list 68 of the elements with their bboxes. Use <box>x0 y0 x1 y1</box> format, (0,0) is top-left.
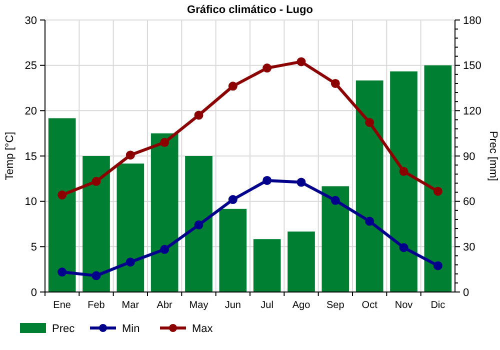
point <box>433 186 442 196</box>
point <box>330 78 340 88</box>
x-tick-label: Ago <box>292 300 311 311</box>
legend-label: Max <box>192 322 214 335</box>
point <box>160 138 170 147</box>
bar <box>150 133 178 292</box>
y-tick-label: 10 <box>24 196 37 208</box>
y2-tick-label: 180 <box>463 14 482 27</box>
x-tick-label: Mar <box>122 300 140 311</box>
x-tick-label: Jun <box>224 300 241 311</box>
x-tick-label: Feb <box>88 300 106 311</box>
point <box>262 176 272 185</box>
legend-label: Min <box>122 322 140 335</box>
x-tick-label: Sep <box>326 300 345 311</box>
chart-title: Gráfico climático - Lugo <box>187 4 314 16</box>
x-tick-label: Ene <box>53 300 72 311</box>
point <box>58 190 67 200</box>
bar <box>288 232 315 292</box>
point <box>126 150 135 160</box>
y-tick-label: 15 <box>24 150 37 163</box>
x-tick-label: Dic <box>430 300 446 311</box>
bar <box>322 186 350 292</box>
y2-tick-label: 60 <box>463 196 476 208</box>
bar <box>219 208 247 292</box>
point <box>92 271 101 280</box>
y-axis-title: Temp [°C] <box>4 132 16 180</box>
bar <box>185 156 212 292</box>
bar <box>424 65 452 292</box>
y2-tick-label: 90 <box>463 150 476 163</box>
point <box>433 261 442 270</box>
y2-tick-label: 150 <box>463 60 482 72</box>
point <box>92 176 101 186</box>
point <box>194 110 204 120</box>
y2-tick-label: 30 <box>463 242 476 254</box>
point <box>228 82 238 91</box>
x-tick-label: Nov <box>394 300 413 311</box>
y2-tick-label: 120 <box>463 106 482 118</box>
bar <box>48 118 76 292</box>
point <box>296 57 306 66</box>
point <box>296 178 306 187</box>
point <box>228 195 238 204</box>
bar <box>116 164 144 292</box>
y-tick-label: 25 <box>24 60 37 72</box>
legend-label: Prec <box>52 322 76 335</box>
point <box>365 216 374 226</box>
x-tick-label: Oct <box>362 300 378 311</box>
y2-axis-title: Prec [mm] <box>487 130 499 182</box>
bar <box>253 239 281 292</box>
x-tick-label: Jul <box>260 300 274 311</box>
x-tick-label: Abr <box>156 300 174 311</box>
bar <box>356 80 384 292</box>
point <box>399 243 408 252</box>
y-tick-label: 20 <box>24 106 37 118</box>
point <box>330 196 340 205</box>
point <box>262 64 272 73</box>
point <box>58 268 67 277</box>
point <box>365 118 374 127</box>
bar <box>390 71 418 292</box>
point <box>160 244 170 254</box>
y-tick-label: 5 <box>30 242 37 254</box>
y-tick-label: 30 <box>24 14 37 27</box>
point <box>399 166 408 176</box>
point <box>194 220 204 230</box>
y2-tick-label: 0 <box>463 286 470 299</box>
x-tick-label: May <box>189 300 208 311</box>
point <box>126 258 135 267</box>
bar <box>82 156 110 292</box>
y-tick-label: 0 <box>30 286 37 299</box>
